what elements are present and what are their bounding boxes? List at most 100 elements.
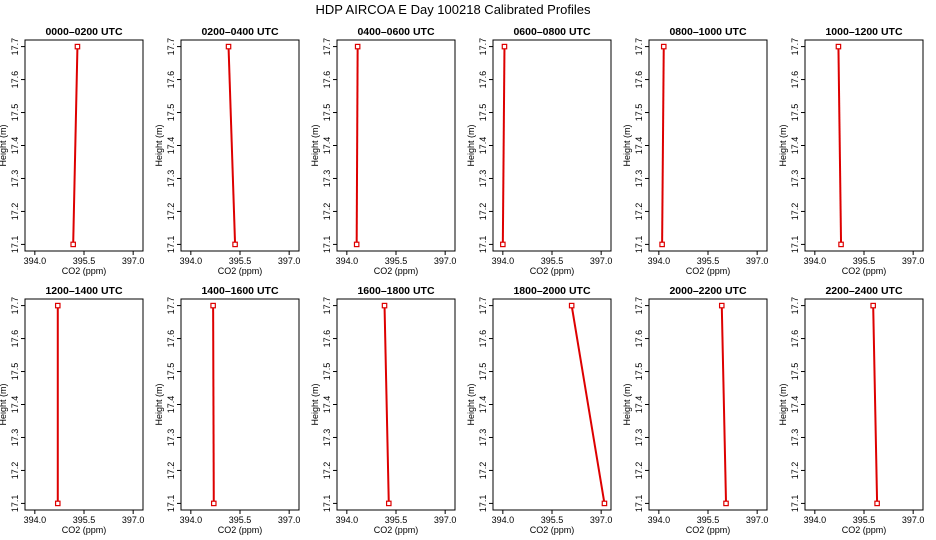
x-tick-label: 397.0 [122,256,145,266]
profile-panel: 1200–1400 UTC 394.0 395.5 397.0 CO2 (ppm) 17.… [0,285,144,535]
y-tick-label: 17.3 [478,170,488,188]
plot-frame [336,39,456,252]
x-tick-label: 397.0 [278,256,301,266]
y-tick-label: 17.4 [322,137,332,155]
y-tick-label: 17.3 [166,429,176,447]
data-point [660,43,667,50]
y-tick-label: 17.1 [478,495,488,513]
y-tick-label: 17.2 [634,462,644,480]
y-tick-label: 17.6 [634,330,644,348]
y-tick-label: 17.1 [10,495,20,513]
data-point [501,43,508,50]
y-tick-label: 17.2 [634,203,644,221]
y-tick-label: 17.4 [478,396,488,414]
y-tick-label: 17.2 [10,203,20,221]
x-axis-label: CO2 (ppm) [686,525,731,535]
x-axis-label: CO2 (ppm) [530,525,575,535]
data-point [385,500,392,507]
x-tick-label: 394.0 [336,256,359,266]
profile-line [212,305,215,504]
data-point [353,241,360,248]
x-tick-label: 395.5 [541,515,564,525]
data-point [54,302,61,309]
y-tick-label: 17.7 [478,38,488,56]
y-axis-label: Height (m) [622,124,632,166]
y-axis-label: Height (m) [466,124,476,166]
y-tick-label: 17.4 [10,137,20,155]
x-tick-label: 395.5 [73,256,96,266]
y-tick-label: 17.3 [634,429,644,447]
x-tick-label: 397.0 [122,515,145,525]
y-tick-label: 17.7 [166,297,176,315]
y-tick-label: 17.4 [790,137,800,155]
data-point [210,302,216,309]
y-tick-label: 17.7 [10,297,20,315]
y-tick-label: 17.7 [10,38,20,56]
x-tick-label: 395.5 [853,256,876,266]
y-tick-label: 17.1 [790,236,800,254]
x-tick-label: 394.0 [492,256,515,266]
x-tick-label: 397.0 [902,256,925,266]
x-tick-label: 394.0 [180,256,203,266]
data-point [232,241,238,248]
x-tick-label: 394.0 [24,256,47,266]
profile-panel: 0000–0200 UTC 394.0 395.5 397.0 CO2 (ppm) 17.… [0,26,144,276]
y-axis-label: Height (m) [778,383,788,425]
plot-frame [648,298,768,511]
y-axis-label: Height (m) [310,383,320,425]
y-axis-label: Height (m) [0,383,8,425]
data-point [718,302,725,309]
x-tick-label: 397.0 [590,515,613,525]
y-tick-label: 17.1 [478,236,488,254]
profile-line [501,46,506,245]
y-tick-label: 17.1 [634,236,644,254]
y-tick-label: 17.3 [790,170,800,188]
y-tick-label: 17.6 [478,330,488,348]
panel-title: 0400–0600 UTC [357,26,434,38]
y-tick-label: 17.4 [634,396,644,414]
profile-line [872,305,879,504]
x-axis-label: CO2 (ppm) [62,266,107,276]
data-point [601,500,608,507]
figure-title: HDP AIRCOA E Day 100218 Calibrated Profi… [315,2,591,17]
profile-panel: 0600–0800 UTC 394.0 395.5 397.0 CO2 (ppm) 17.… [466,26,612,276]
data-point [354,43,361,50]
profile-line [570,305,606,504]
y-tick-label: 17.5 [166,363,176,381]
y-tick-label: 17.1 [634,495,644,513]
x-tick-label: 395.5 [229,256,252,266]
y-tick-label: 17.1 [10,236,20,254]
y-tick-label: 17.5 [790,363,800,381]
data-point [838,241,844,248]
x-tick-label: 394.0 [24,515,47,525]
x-tick-label: 397.0 [902,515,925,525]
panel-title: 2200–2400 UTC [825,285,902,297]
y-tick-label: 17.7 [634,297,644,315]
x-tick-label: 394.0 [804,256,827,266]
plot-frame [180,39,300,252]
y-axis-label: Height (m) [778,124,788,166]
x-tick-label: 395.5 [697,515,720,525]
data-point [870,302,876,309]
y-tick-label: 17.4 [790,396,800,414]
x-tick-label: 394.0 [492,515,515,525]
x-tick-label: 395.5 [541,256,564,266]
panel-title: 0800–1000 UTC [669,26,746,38]
profile-panel: 0400–0600 UTC 394.0 395.5 397.0 CO2 (ppm) 17.… [310,26,456,276]
panel-title: 1400–1600 UTC [201,285,278,297]
panels-grid: 0000–0200 UTC 394.0 395.5 397.0 CO2 (ppm) 17.… [0,26,924,535]
y-tick-label: 17.6 [790,330,800,348]
x-tick-label: 395.5 [73,515,96,525]
y-tick-label: 17.2 [790,203,800,221]
profile-panel: 1400–1600 UTC 394.0 395.5 397.0 CO2 (ppm) 17.… [154,285,300,535]
plot-frame [24,298,144,511]
y-tick-label: 17.3 [478,429,488,447]
plot-frame [336,298,456,511]
y-tick-label: 17.4 [166,396,176,414]
data-point [70,241,76,248]
y-axis-label: Height (m) [310,124,320,166]
x-axis-label: CO2 (ppm) [842,266,887,276]
x-tick-label: 394.0 [336,515,359,525]
x-axis-label: CO2 (ppm) [686,266,731,276]
